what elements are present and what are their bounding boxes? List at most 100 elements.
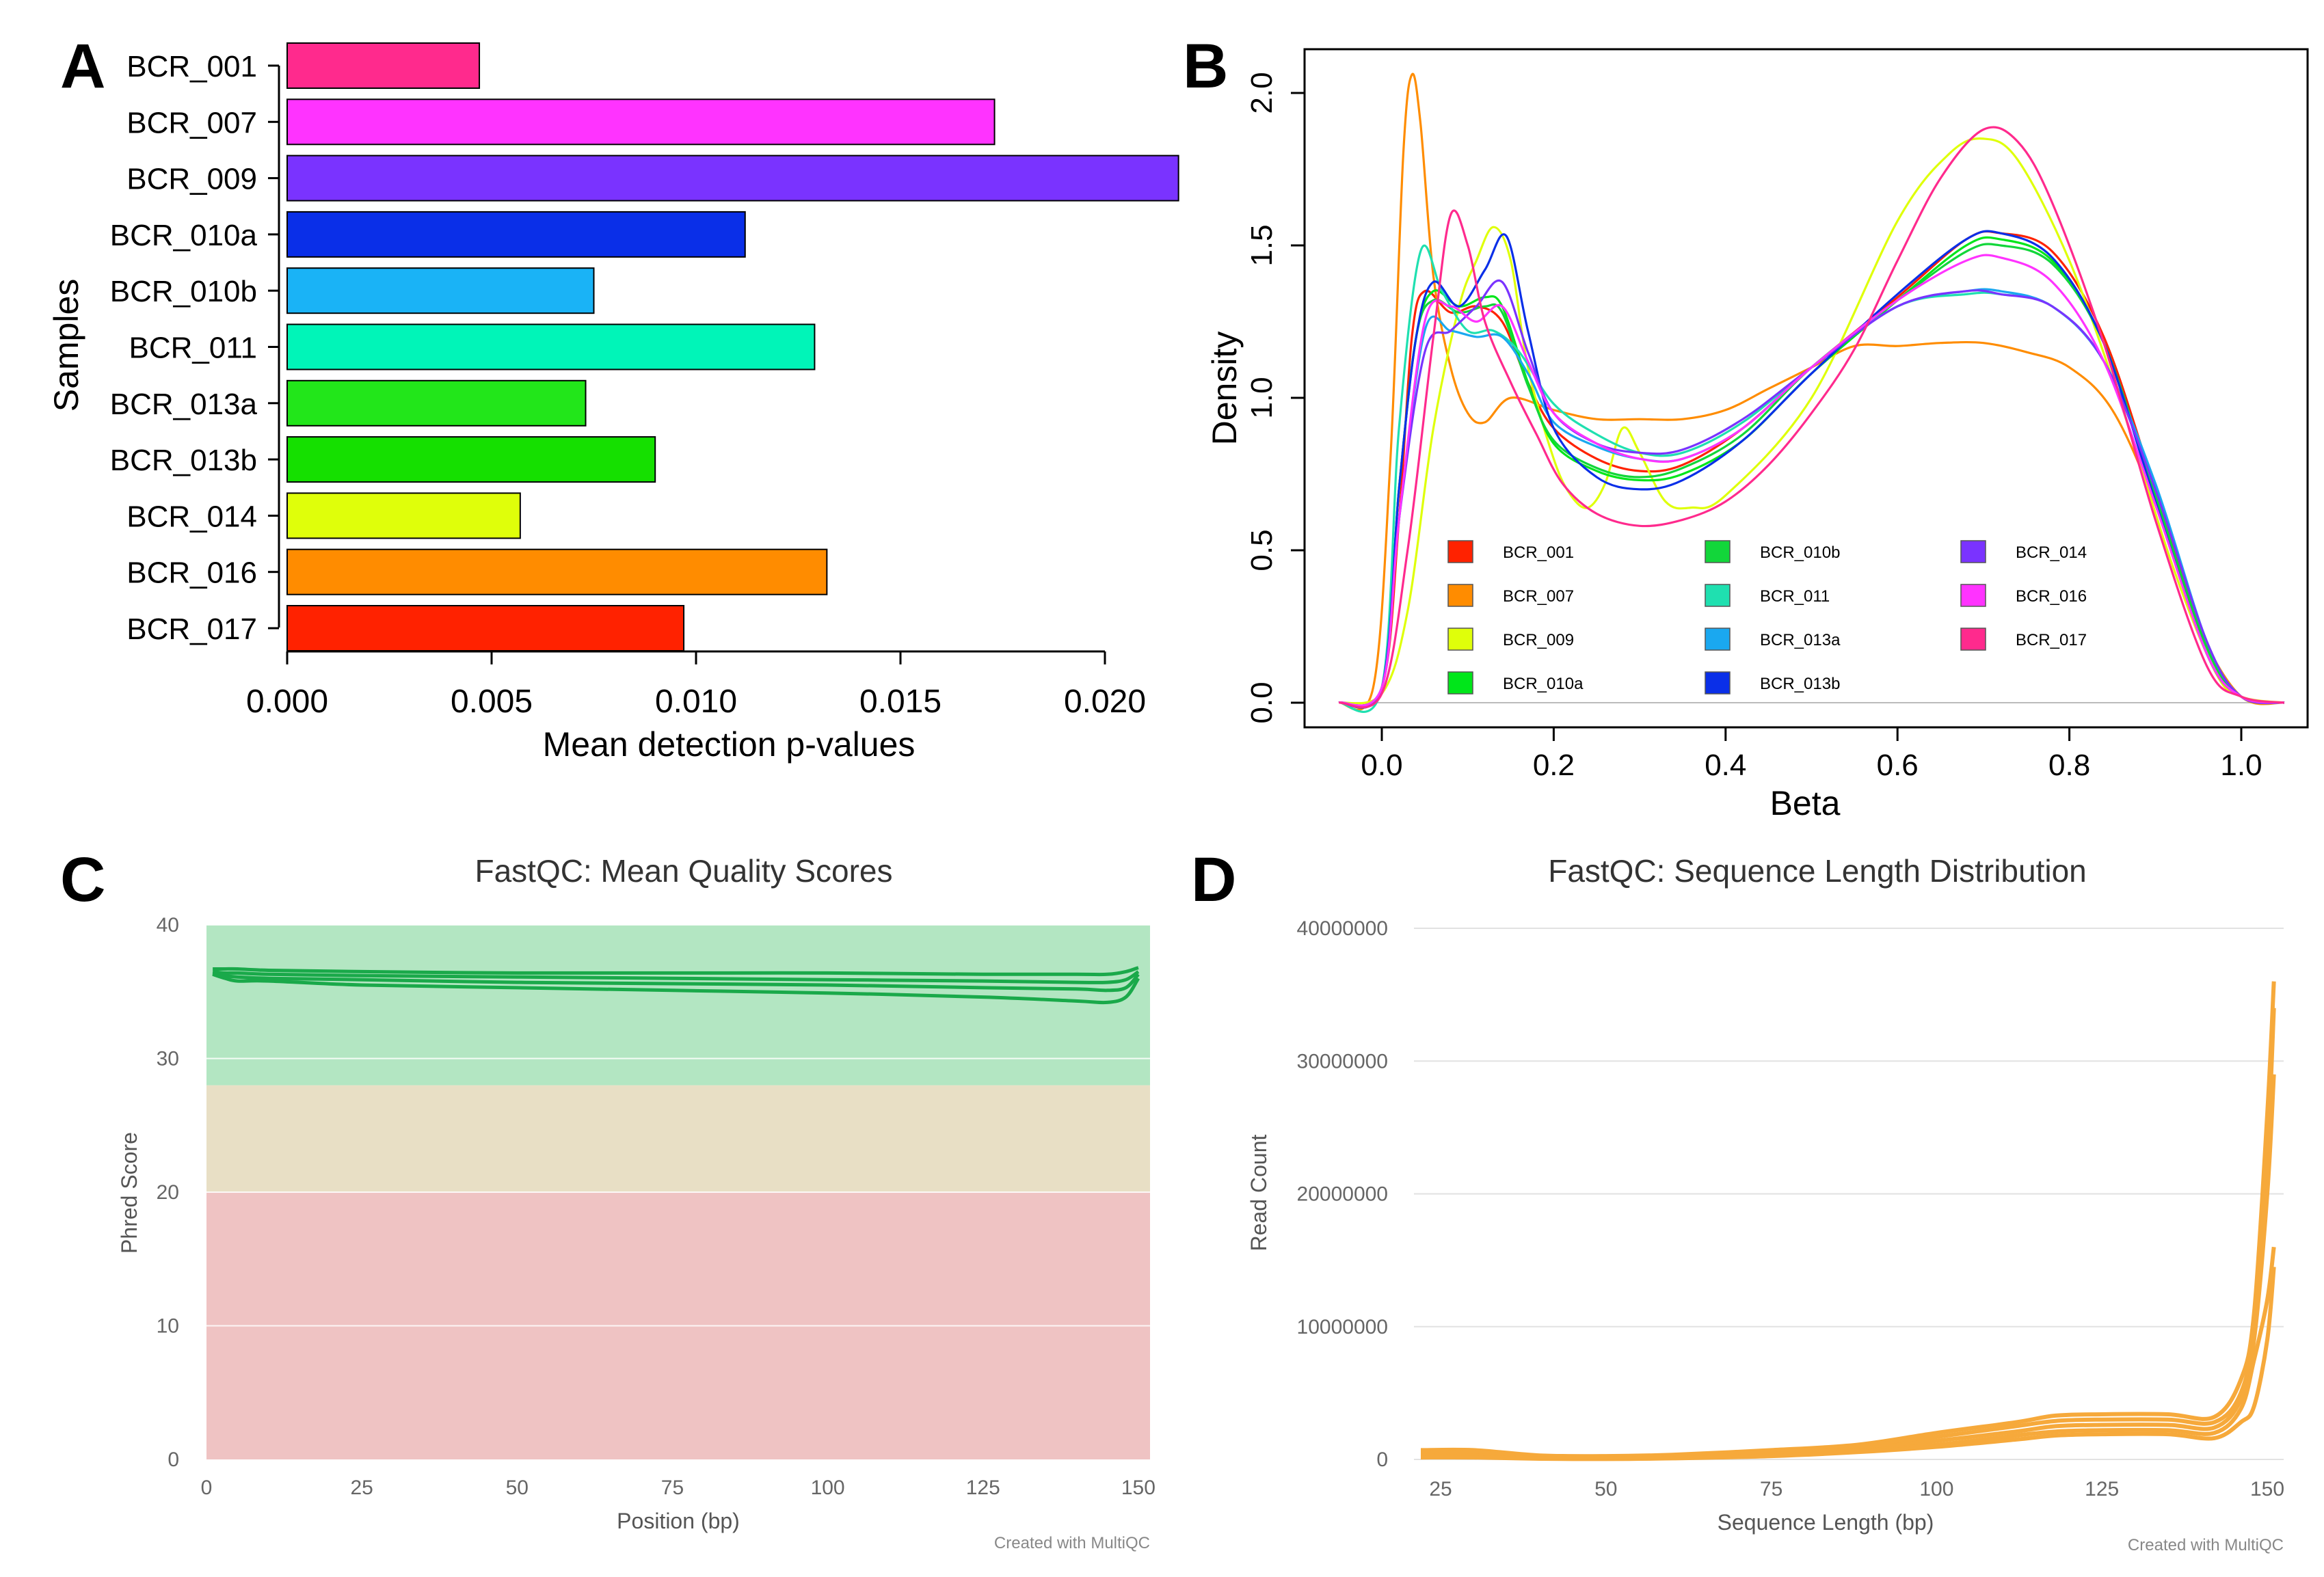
x-axis-title: Sequence Length (bp) bbox=[1718, 1510, 1934, 1535]
x-tick-label: 0.0 bbox=[1361, 749, 1402, 782]
bar-bcr-009 bbox=[286, 154, 1179, 202]
y-tick-label: 30000000 bbox=[1297, 1050, 1388, 1073]
legend-swatch bbox=[1447, 628, 1473, 651]
category-label: BCR_016 bbox=[126, 556, 257, 590]
chart-title: FastQC: Mean Quality Scores bbox=[475, 853, 893, 889]
length-line-s3 bbox=[1420, 1074, 2276, 1461]
x-tick-label: 125 bbox=[966, 1477, 1000, 1499]
bar-bcr-010a bbox=[286, 211, 746, 258]
x-tick-label: 100 bbox=[811, 1477, 845, 1499]
panel-label-a: A bbox=[60, 31, 105, 101]
y-tick-label: 40 bbox=[157, 914, 179, 936]
x-tick-label: 0.4 bbox=[1705, 749, 1746, 782]
quality-line-s3 bbox=[212, 971, 1140, 993]
panel-label-d: D bbox=[1191, 845, 1236, 915]
x-tick-label: 0.015 bbox=[859, 684, 941, 720]
y-tick-label: 20 bbox=[157, 1181, 179, 1204]
x-tick-label: 0.000 bbox=[246, 684, 328, 720]
density-line-bcr-001 bbox=[1338, 230, 2285, 707]
y-axis-title: Phred Score bbox=[117, 1132, 142, 1254]
legend-label: BCR_009 bbox=[1503, 631, 1574, 649]
legend-label: BCR_007 bbox=[1503, 587, 1574, 606]
x-tick-label: 0.6 bbox=[1877, 749, 1919, 782]
x-tick-label: 0.005 bbox=[451, 684, 533, 720]
x-tick-label: 1.0 bbox=[2220, 749, 2262, 782]
legend-label: BCR_013a bbox=[1760, 631, 1841, 649]
category-label: BCR_014 bbox=[126, 500, 257, 533]
legend-label: BCR_016 bbox=[2016, 587, 2087, 606]
y-axis-title: Samples bbox=[47, 279, 85, 412]
y-tick-label: 1.5 bbox=[1245, 224, 1279, 266]
y-axis-title: Density bbox=[1205, 332, 1244, 446]
x-tick-label: 50 bbox=[506, 1477, 529, 1499]
y-tick-label: 1.0 bbox=[1245, 377, 1279, 418]
density-line-bcr-014 bbox=[1338, 279, 2285, 707]
legend-label: BCR_001 bbox=[1503, 543, 1574, 562]
y-tick-label: 10000000 bbox=[1297, 1316, 1388, 1338]
category-label: BCR_009 bbox=[126, 163, 257, 196]
x-tick-label: 125 bbox=[2085, 1478, 2119, 1500]
legend-label: BCR_017 bbox=[2016, 631, 2087, 649]
chart-d-sequence-length-distribution: FastQC: Sequence Length Distribution 0 100… bbox=[1246, 853, 2284, 1554]
legend-swatch bbox=[1447, 540, 1473, 563]
chart-title: FastQC: Sequence Length Distribution bbox=[1548, 853, 2087, 889]
quality-band bbox=[206, 925, 1150, 1086]
category-label: BCR_001 bbox=[126, 50, 257, 83]
y-tick-label: 0 bbox=[1376, 1448, 1388, 1471]
quality-line-s1 bbox=[213, 966, 1139, 977]
category-label: BCR_013b bbox=[110, 444, 257, 477]
bar-bcr-017 bbox=[286, 605, 685, 651]
y-tick-label: 0.5 bbox=[1245, 529, 1279, 571]
legend-label: BCR_011 bbox=[1760, 587, 1830, 606]
legend-swatch bbox=[1960, 628, 1986, 651]
legend-swatch bbox=[1705, 671, 1731, 695]
legend-label: BCR_014 bbox=[2016, 543, 2087, 562]
x-tick-label: 0.010 bbox=[655, 684, 737, 720]
x-tick-label: 25 bbox=[1429, 1478, 1452, 1500]
quality-band bbox=[206, 1085, 1150, 1192]
legend-swatch bbox=[1705, 540, 1731, 563]
length-line-s1 bbox=[1420, 981, 2276, 1459]
chart-a-mean-detection-pvalues: BCR_001 BCR_007 BCR_009 BCR_010a BCR_010b BCR… bbox=[47, 42, 1179, 764]
legend-swatch bbox=[1705, 584, 1731, 607]
legend-swatch bbox=[1705, 628, 1731, 651]
category-label: BCR_013a bbox=[110, 388, 258, 421]
plot-frame bbox=[1303, 48, 2309, 729]
legend-label: BCR_010b bbox=[1760, 543, 1840, 562]
legend-label: BCR_010a bbox=[1503, 675, 1584, 693]
category-label: BCR_017 bbox=[126, 612, 257, 646]
x-axis-title: Mean detection p-values bbox=[543, 725, 916, 764]
y-tick-label: 30 bbox=[157, 1048, 179, 1070]
credit-text: Created with MultiQC bbox=[2128, 1536, 2284, 1554]
chart-c-mean-quality-scores: FastQC: Mean Quality Scores 0 10 20 30 40 0 25 5… bbox=[117, 853, 1156, 1552]
bar-bcr-011 bbox=[286, 323, 816, 370]
length-line-s5 bbox=[1420, 1267, 2276, 1461]
y-tick-label: 0.0 bbox=[1245, 682, 1279, 723]
credit-text: Created with MultiQC bbox=[994, 1534, 1150, 1552]
bar-bcr-010b bbox=[286, 267, 595, 314]
panel-label-c: C bbox=[60, 845, 105, 915]
quality-line-s4 bbox=[212, 972, 1140, 1005]
x-tick-label: 100 bbox=[1919, 1478, 1953, 1500]
density-line-bcr-017 bbox=[1338, 126, 2285, 709]
bar-bcr-014 bbox=[286, 492, 521, 539]
x-tick-label: 0.8 bbox=[2048, 749, 2090, 782]
x-tick-label: 75 bbox=[661, 1477, 684, 1499]
y-tick-label: 20000000 bbox=[1297, 1183, 1388, 1206]
legend-swatch bbox=[1960, 540, 1986, 563]
y-tick-label: 0 bbox=[168, 1448, 179, 1471]
x-tick-label: 50 bbox=[1594, 1478, 1617, 1500]
chart-b-beta-density: 0.0 0.2 0.4 0.6 0.8 1.0 Beta 0.0 0.5 1.0 1.5 2.0 Den… bbox=[1205, 48, 2309, 822]
x-tick-label: 0 bbox=[201, 1477, 213, 1499]
density-line-bcr-009 bbox=[1338, 137, 2285, 705]
y-axis-title: Read Count bbox=[1246, 1135, 1271, 1252]
density-line-bcr-013b bbox=[1338, 230, 2285, 709]
bar-bcr-016 bbox=[286, 548, 828, 595]
x-tick-label: 0.020 bbox=[1064, 684, 1146, 720]
bar-bcr-007 bbox=[286, 98, 996, 146]
category-label: BCR_010a bbox=[110, 219, 258, 252]
x-tick-label: 150 bbox=[2250, 1478, 2284, 1500]
bar-bcr-013a bbox=[286, 379, 587, 427]
legend-label: BCR_013b bbox=[1760, 675, 1840, 693]
